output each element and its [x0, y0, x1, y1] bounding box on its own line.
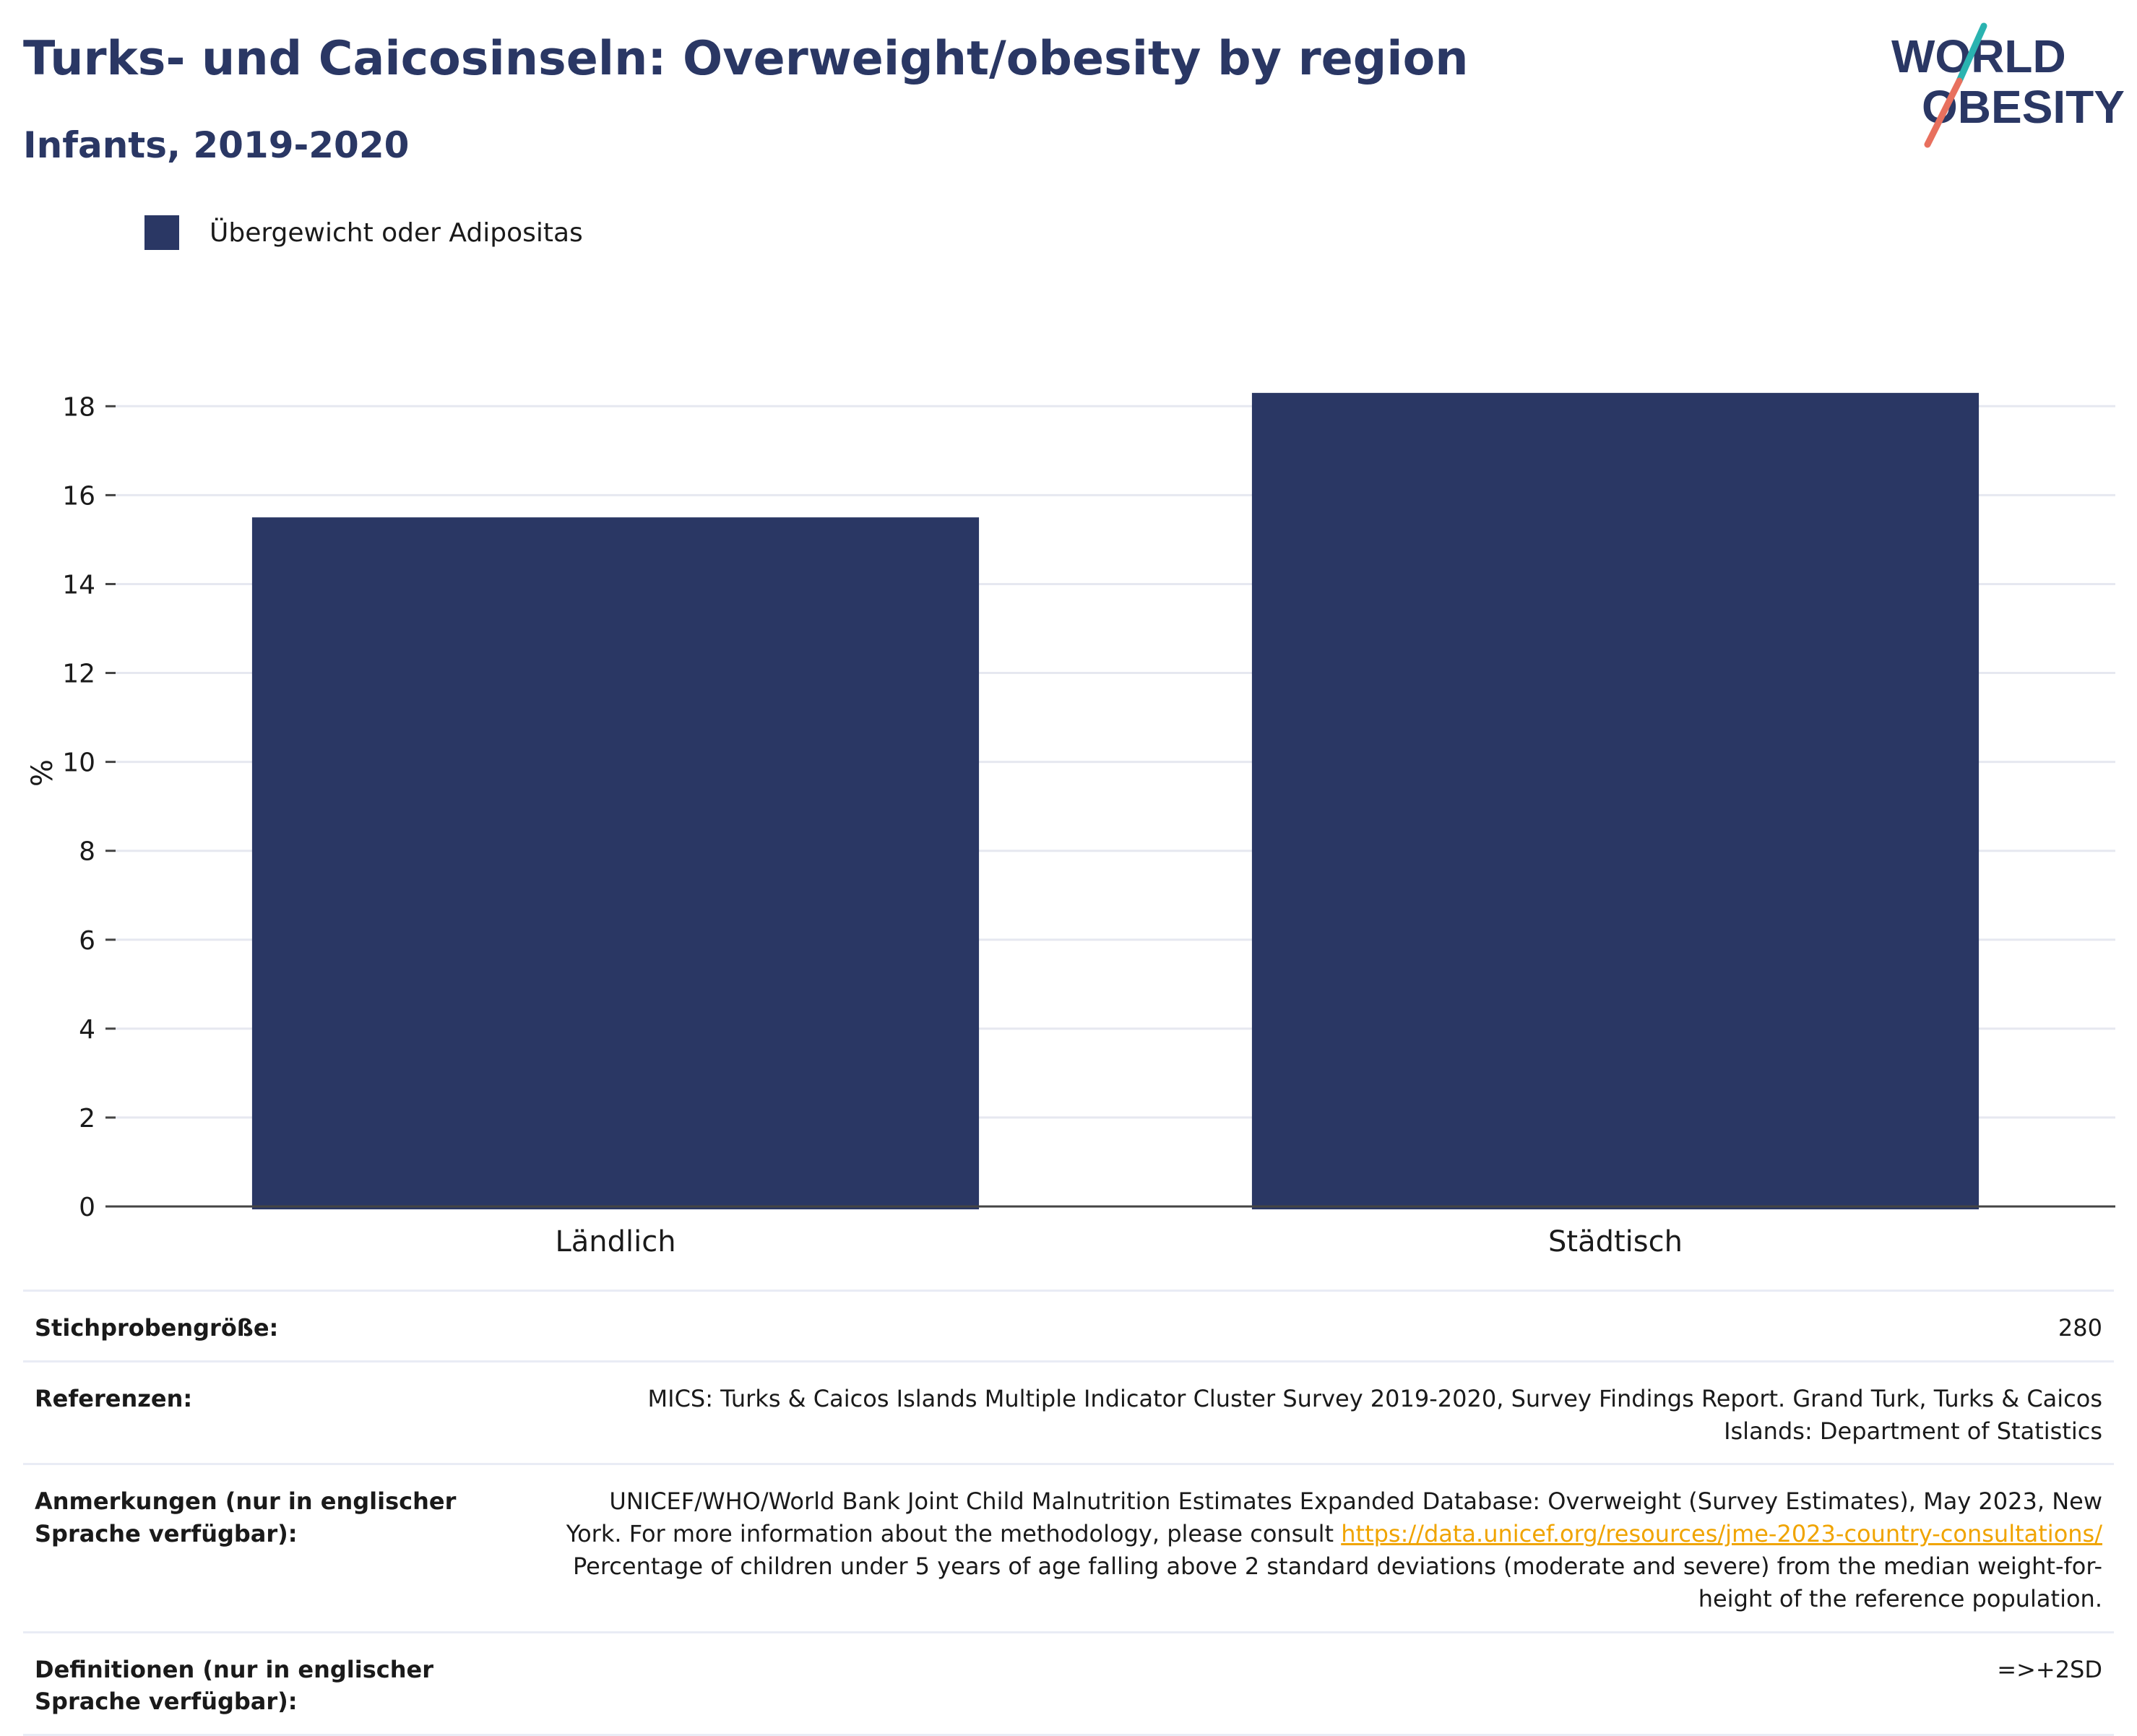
- definitions-label: Definitionen (nur in englischer Sprache …: [23, 1631, 552, 1736]
- definitions-row: Definitionen (nur in englischer Sprache …: [23, 1631, 2114, 1736]
- bar-2: [1251, 392, 1980, 1209]
- y-tick-label: 2: [79, 1104, 95, 1133]
- y-tick-label: 12: [62, 660, 95, 689]
- world-obesity-logo: WORLD OBESITY: [1891, 22, 2124, 148]
- sample-size-row: Stichprobengröße: 280: [23, 1290, 2114, 1362]
- legend-swatch: [144, 215, 179, 250]
- references-label: Referenzen:: [23, 1360, 552, 1464]
- references-value: MICS: Turks & Caicos Islands Multiple In…: [552, 1360, 2114, 1464]
- notes-label: Anmerkungen (nur in englischer Sprache v…: [23, 1463, 552, 1633]
- x-tick-label: Ländlich: [555, 1225, 675, 1258]
- legend-label: Übergewicht oder Adipositas: [210, 217, 583, 248]
- notes-text-continued: Percentage of children under 5 years of …: [573, 1552, 2102, 1612]
- bar-1: [251, 517, 980, 1209]
- sample-size-value: 280: [552, 1290, 2114, 1362]
- page-title: Turks- und Caicosinseln: Overweight/obes…: [23, 32, 1469, 86]
- y-axis-label: %: [26, 759, 59, 787]
- y-tick-label: 8: [79, 837, 95, 867]
- chart-legend: Übergewicht oder Adipositas: [144, 215, 583, 250]
- y-tick-label: 6: [79, 926, 95, 956]
- y-tick-label: 16: [62, 481, 95, 511]
- x-tick-label: Städtisch: [1548, 1225, 1683, 1258]
- page-subtitle: Infants, 2019-2020: [23, 124, 410, 166]
- methodology-link[interactable]: https://data.unicef.org/resources/jme-20…: [1341, 1520, 2102, 1548]
- notes-text: UNICEF/WHO/World Bank Joint Child Malnut…: [566, 1487, 2102, 1548]
- y-tick-label: 0: [79, 1193, 95, 1222]
- y-tick-label: 14: [62, 570, 95, 600]
- y-tick-label: 10: [62, 748, 95, 778]
- y-tick-label: 18: [62, 392, 95, 422]
- info-table: Stichprobengröße: 280 Referenzen: MICS: …: [23, 1290, 2114, 1736]
- notes-value: UNICEF/WHO/World Bank Joint Child Malnut…: [552, 1463, 2114, 1633]
- references-row: Referenzen: MICS: Turks & Caicos Islands…: [23, 1360, 2114, 1464]
- notes-row: Anmerkungen (nur in englischer Sprache v…: [23, 1463, 2114, 1633]
- definitions-value: =>+2SD: [552, 1631, 2114, 1736]
- sample-size-label: Stichprobengröße:: [23, 1290, 552, 1362]
- y-tick-label: 4: [79, 1015, 95, 1045]
- bar-chart: 0 2 4 6 8 10 12 14 16 18% Ländlich Städtisch: [26, 392, 2115, 1258]
